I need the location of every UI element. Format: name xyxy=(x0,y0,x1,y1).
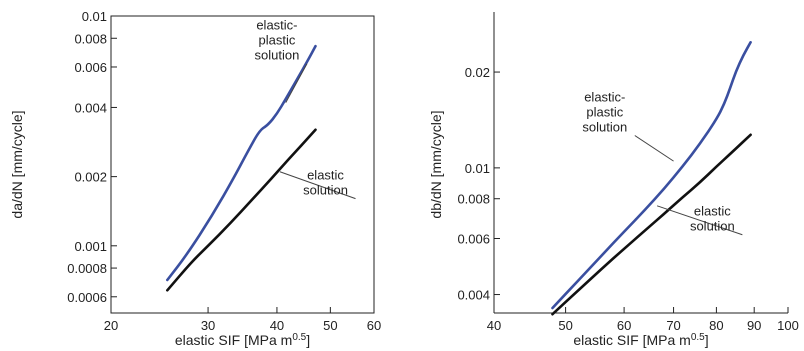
x-tick-label: 80 xyxy=(709,318,723,333)
x-tick-label: 20 xyxy=(104,318,118,333)
y-tick-label: 0.01 xyxy=(465,161,490,176)
x-tick-label: 40 xyxy=(270,318,284,333)
x-tick-label: 30 xyxy=(201,318,215,333)
annotation-label: elastic-plastic solution xyxy=(255,18,300,63)
left-elastic-plastic-curve xyxy=(166,44,317,282)
y-axis-title: db/dN [mm/cycle] xyxy=(428,110,444,218)
y-axis-title: da/dN [mm/cycle] xyxy=(9,110,25,218)
y-tick-label: 0.02 xyxy=(465,65,490,80)
annotation-label: elastic solution xyxy=(690,204,735,234)
x-tick-label: 100 xyxy=(777,318,799,333)
annotation-label: elastic solution xyxy=(303,168,348,198)
y-tick-label: 0.008 xyxy=(74,31,107,46)
left-chart: 20 30 40 50 60 0.0006 0.0008 0.001 0.002 0.004 0.0… xyxy=(9,9,381,348)
annotation-leader-line xyxy=(279,171,356,200)
annotation-leader-line xyxy=(285,63,308,103)
x-tick-label: 70 xyxy=(666,318,680,333)
y-tick-label: 0.002 xyxy=(74,170,107,185)
annotation-leader-line xyxy=(656,205,743,236)
annotation-leader-line xyxy=(634,135,674,162)
left-elastic-curve xyxy=(166,128,317,292)
x-tick-label: 40 xyxy=(487,318,501,333)
right-elastic-curve xyxy=(551,133,752,316)
annotation-label: elastic-plastic solution xyxy=(582,90,627,135)
y-tick-label: 0.004 xyxy=(74,100,107,115)
y-tick-label: 0.01 xyxy=(82,9,107,24)
y-tick-label: 0.0006 xyxy=(67,290,107,305)
y-tick-label: 0.001 xyxy=(74,239,107,254)
x-tick-label: 50 xyxy=(323,318,337,333)
x-tick-label: 60 xyxy=(617,318,631,333)
y-tick-label: 0.006 xyxy=(457,231,490,246)
y-tick-label: 0.008 xyxy=(457,192,490,207)
x-tick-label: 90 xyxy=(747,318,761,333)
y-tick-label: 0.004 xyxy=(457,288,490,303)
right-chart: 40 50 60 70 80 90 100 0.004 0.006 0.008 0.01 0.02 el… xyxy=(428,12,799,348)
y-tick-label: 0.006 xyxy=(74,60,107,75)
right-elastic-plastic-curve xyxy=(551,41,752,310)
left-plot-frame xyxy=(110,15,375,314)
x-axis-title: elastic SIF [MPa m0.5] xyxy=(573,332,708,348)
y-tick-label: 0.0008 xyxy=(67,261,107,276)
x-tick-label: 50 xyxy=(558,318,572,333)
x-tick-label: 60 xyxy=(367,318,381,333)
x-axis-title: elastic SIF [MPa m0.5] xyxy=(175,332,310,348)
